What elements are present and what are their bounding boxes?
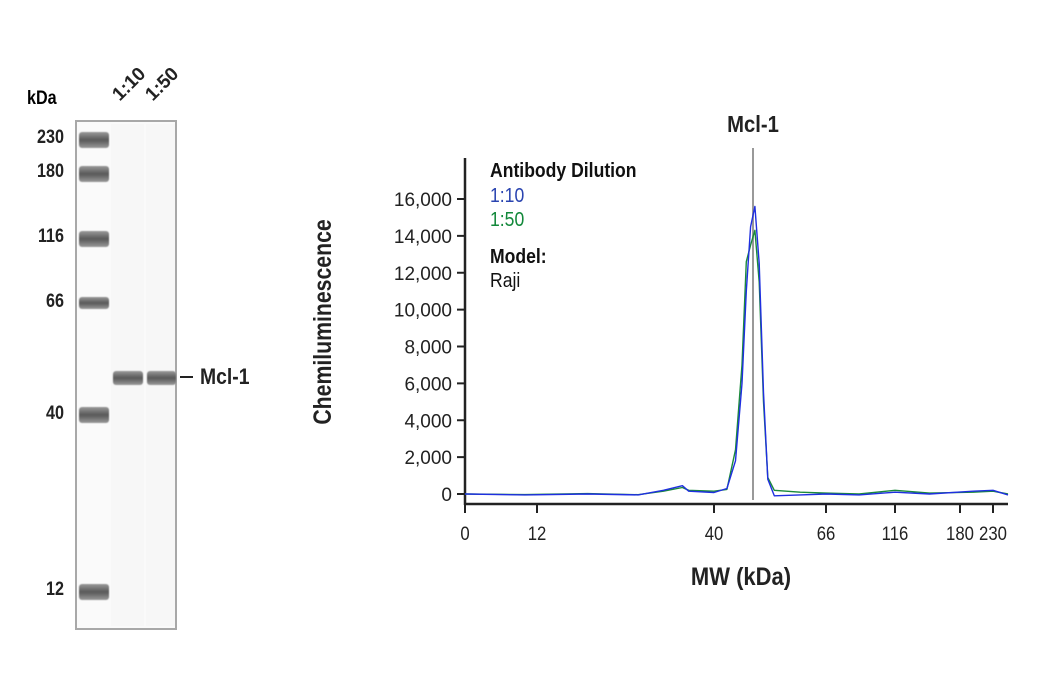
marker-label-180: 180 [37,161,64,182]
y-tick-label: 0 [441,485,452,506]
x-tick-label: 12 [528,523,547,544]
target-pointer-line [180,376,193,378]
ladder-band-40 [79,407,109,423]
series-line-1-10 [464,205,1009,497]
y-tick-label: 16,000 [394,190,452,211]
marker-label-12: 12 [46,579,64,600]
kda-label: kDa [27,88,57,109]
y-tick-label: 4,000 [404,411,452,432]
x-tick-label: 180 [946,523,974,544]
marker-label-230: 230 [37,127,64,148]
marker-label-116: 116 [37,226,64,247]
model-value: Raji [490,269,520,291]
legend-entry-1-50: 1:50 [490,208,524,230]
model-label: Model: [490,245,547,267]
x-axis-label: MW (kDa) [691,563,791,591]
ladder-band-12 [79,584,109,600]
x-tick-label: 0 [460,523,469,544]
x-tick-label: 230 [979,523,1007,544]
x-tick-label: 40 [705,523,724,544]
y-tick-label: 2,000 [404,448,452,469]
ladder-band-230 [79,132,109,148]
y-tick-label: 10,000 [394,301,452,322]
target-label: Mcl-1 [200,364,250,389]
y-tick-label: 8,000 [404,338,452,359]
y-tick-label: 14,000 [394,227,452,248]
marker-label-40: 40 [46,403,64,424]
x-tick-label: 116 [882,523,909,544]
chart-title: Mcl-1 [727,111,779,138]
y-axis-label: Chemiluminescence [308,219,336,424]
x-tick-label: 66 [817,523,836,544]
mcl1-band-lane-1 [113,371,143,385]
y-tick-label: 6,000 [404,374,452,395]
ladder-band-180 [79,166,109,182]
legend-entry-1-10: 1:10 [490,184,524,206]
marker-label-66: 66 [46,291,64,312]
ladder-band-116 [79,231,109,247]
gel-image [75,120,177,630]
ladder-band-66 [79,297,109,309]
legend-title: Antibody Dilution [490,159,637,181]
y-tick-label: 12,000 [394,264,452,285]
mcl1-band-lane-2 [147,371,176,385]
series-line-1-50 [464,229,1009,496]
